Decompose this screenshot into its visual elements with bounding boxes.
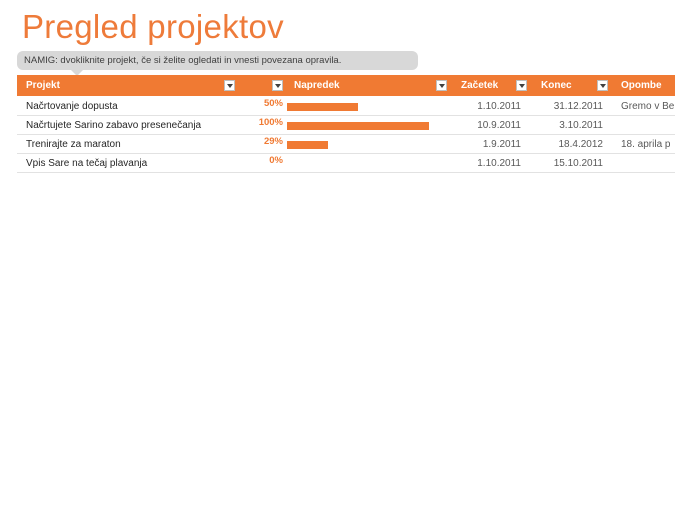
start-date-cell[interactable]: 10.9.2011: [477, 120, 521, 131]
tip-callout-pointer: [71, 70, 83, 76]
progress-percent-cell[interactable]: 50%: [263, 98, 283, 109]
column-header-notes[interactable]: Opombe: [621, 80, 662, 91]
column-header-start[interactable]: Začetek: [461, 80, 499, 91]
column-header-project[interactable]: Projekt: [26, 80, 60, 91]
start-date-cell[interactable]: 1.9.2011: [482, 139, 521, 150]
progress-percent-cell[interactable]: 0%: [269, 155, 283, 166]
progress-bar: [287, 122, 429, 130]
filter-dropdown-progress[interactable]: [436, 80, 447, 91]
notes-cell[interactable]: Gremo v Be: [621, 101, 675, 112]
filter-dropdown-project[interactable]: [224, 80, 235, 91]
progress-percent-cell[interactable]: 100%: [258, 117, 283, 128]
table-row[interactable]: Trenirajte za maraton 29% 1.9.2011 18.4.201…: [17, 135, 675, 154]
progress-bar: [287, 141, 328, 149]
table-row[interactable]: Vpis Sare na tečaj plavanja 0% 1.10.2011 15…: [17, 154, 675, 173]
table-row[interactable]: Načrtovanje dopusta 50% 1.10.2011 31.12.201…: [17, 97, 675, 116]
end-date-cell[interactable]: 31.12.2011: [553, 101, 603, 112]
project-name-cell[interactable]: Vpis Sare na tečaj plavanja: [26, 158, 148, 169]
column-header-progress[interactable]: Napredek: [294, 80, 340, 91]
end-date-cell[interactable]: 15.10.2011: [553, 158, 603, 169]
progress-percent-cell[interactable]: 29%: [263, 136, 283, 147]
page-title: Pregled projektov: [22, 8, 284, 45]
start-date-cell[interactable]: 1.10.2011: [477, 158, 521, 169]
notes-cell[interactable]: [621, 154, 675, 173]
end-date-cell[interactable]: 18.4.2012: [558, 139, 604, 150]
end-date-cell[interactable]: 3.10.2011: [559, 120, 603, 131]
table-row[interactable]: Načrtujete Sarino zabavo presenečanja 100…: [17, 116, 675, 135]
start-date-cell[interactable]: 1.10.2011: [477, 101, 521, 112]
project-name-cell[interactable]: Trenirajte za maraton: [26, 139, 121, 150]
filter-dropdown-end[interactable]: [597, 80, 608, 91]
project-name-cell[interactable]: Načrtujete Sarino zabavo presenečanja: [26, 120, 202, 131]
tip-callout: NAMIG: dvokliknite projekt, če si želite…: [17, 51, 418, 70]
project-name-cell[interactable]: Načrtovanje dopusta: [26, 101, 118, 112]
notes-cell[interactable]: [621, 116, 675, 135]
table-header: Projekt Napredek Začetek Konec Opombe: [17, 75, 675, 96]
filter-dropdown-start[interactable]: [516, 80, 527, 91]
progress-bar: [287, 103, 358, 111]
notes-cell[interactable]: 18. aprila p: [621, 139, 671, 150]
filter-dropdown-percent[interactable]: [272, 80, 283, 91]
column-header-end[interactable]: Konec: [541, 80, 572, 91]
